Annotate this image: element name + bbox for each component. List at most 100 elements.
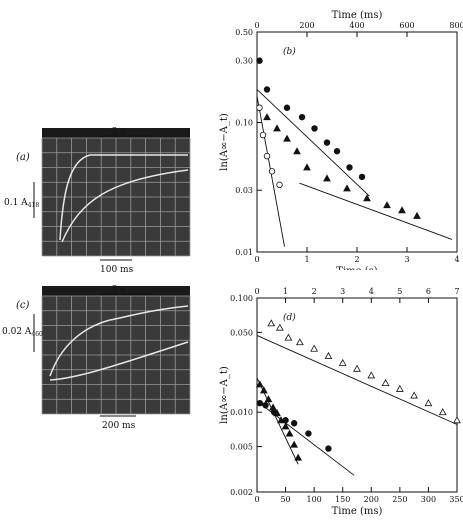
chart-b-xlabel-bottom: Time (s) (336, 266, 377, 270)
chart-b-point-filled-triangle (303, 163, 311, 171)
chart-d-point-open-triangle (438, 408, 447, 416)
chart-b-xtick-bottom-label: 1 (304, 255, 309, 264)
chart-d-point-filled-circle (262, 402, 269, 409)
chart-d-point-filled-circle (270, 408, 278, 416)
chart-d-point-filled-circle (290, 420, 298, 427)
chart-d-ytick-label: 0.002 (230, 488, 253, 497)
chart-d-xtick-bottom-label: 50 (280, 495, 290, 504)
chart-d-xtick-top-label: 2 (312, 287, 317, 296)
chart-d-xtick-bottom-label: 150 (335, 495, 350, 504)
chart-d-ytick-label: 0.010 (230, 408, 253, 417)
chart-d-xtick-top-label: 1 (283, 287, 288, 296)
chart-d-point-open-triangle (324, 352, 333, 360)
chart-b-point-filled-triangle (283, 134, 291, 142)
chart-d-point-open-triangle (367, 371, 376, 379)
chart-b-xtick-bottom-label: 3 (404, 255, 409, 264)
chart-d-point-open-triangle (453, 416, 461, 424)
chart-b-svg: 0.500.300.100.030.010 1 2 3 40 200 400 600 800Ti… (219, 10, 463, 277)
chart-d-xlabel-bottom: Time (ms) (332, 506, 383, 517)
chart-b-ylabel: ln(A∞−A_t) (219, 113, 230, 171)
chart-b-panel-label: (b) (283, 46, 296, 57)
chart-d-point-filled-triangle (259, 386, 268, 394)
chart-b-xtick-top-label: 0 (254, 21, 259, 30)
chart-d-xtick-top-label: 0 (254, 287, 259, 296)
chart-b-ytick-label: 0.03 (235, 186, 253, 195)
chart-d-point-open-triangle (353, 364, 361, 372)
chart-d-point-open-triangle (395, 384, 404, 392)
chart-d-xtick-bottom-label: 0 (254, 495, 259, 504)
chart-b-xtick-top-label: 200 (299, 21, 314, 30)
chart-d-point-open-triangle (267, 319, 276, 327)
photo-c-fast-trace (49, 305, 189, 377)
chart-b-point-filled-circle (323, 139, 331, 146)
chart-d-xtick-bottom-label: 250 (392, 495, 407, 504)
chart-d-point-open-triangle (338, 358, 347, 366)
chart-b: 0.50 0.30 0.10 0.03 0.01 0 1 2 3 4 0 200 400 600 800 Ti… (205, 0, 463, 277)
chart-d-point-open-triangle (295, 338, 304, 346)
chart-b-point-filled-circle (333, 148, 341, 155)
chart-b-ytick-label: 0.50 (235, 28, 253, 37)
chart-d-xtick-top-label: 4 (369, 287, 374, 296)
chart-b-point-open-circle (256, 104, 263, 111)
chart-b-point-filled-triangle (413, 211, 421, 219)
chart-d-point-filled-circle (282, 417, 289, 424)
chart-d-panel-label: (d) (283, 312, 296, 323)
oscilloscope-photo-a: (a) 2 s 0.1 A418 100 ms (0, 100, 200, 300)
chart-d-xtick-bottom-label: 100 (307, 495, 322, 504)
chart-b-point-filled-circle (263, 86, 271, 93)
chart-d-point-open-triangle (381, 379, 390, 386)
photo-c-tag: (c) (16, 300, 30, 311)
chart-d-xtick-top-label: 5 (397, 287, 402, 296)
chart-d-point-filled-circle (256, 399, 264, 407)
photo-c-amp-label: 0.02 A460 (2, 327, 43, 338)
chart-b-xlabel-top: Time (ms) (332, 10, 383, 21)
chart-b-xtick-top-label: 800 (449, 21, 463, 30)
chart-d-xtick-top-label: 7 (454, 287, 459, 296)
chart-b-point-filled-circle (283, 104, 291, 111)
photo-a-bottom-scale: 100 ms (100, 265, 134, 275)
chart-d-point-filled-triangle (264, 395, 273, 403)
chart-d-ytick-label: 0.005 (230, 443, 253, 452)
chart-b-point-open-circle (276, 181, 283, 189)
photo-c-bottom-scale: 200 ms (102, 421, 136, 431)
chart-b-point-filled-circle (298, 113, 306, 121)
chart-d-point-open-triangle (424, 399, 433, 407)
photo-a-tag: (a) (16, 152, 30, 163)
chart-b-ytick-label: 0.10 (235, 119, 253, 128)
photo-a-screen-top-band (42, 128, 190, 138)
photo-c-svg: (c) 2 s 0.02 A460 200 ms (2, 285, 191, 431)
photo-a-top-scale: 2 s (112, 127, 126, 137)
chart-d-ytick-label: 0.050 (230, 328, 253, 337)
chart-b-fit-line (256, 89, 370, 197)
chart-b-point-open-circle (259, 131, 267, 139)
chart-d-ytick-label: 0.100 (230, 294, 253, 303)
chart-d-xtick-top-label: 3 (340, 287, 345, 296)
chart-b-xtick-bottom-label: 0 (254, 255, 259, 264)
chart-d-xtick-bottom-label: 300 (421, 495, 436, 504)
chart-d-point-filled-triangle (285, 429, 294, 437)
chart-b-point-open-circle (263, 152, 271, 160)
chart-b-xtick-bottom-label: 4 (454, 255, 459, 264)
chart-b-point-filled-triangle (343, 184, 351, 192)
chart-d-point-filled-triangle (290, 440, 299, 448)
oscilloscope-photo-c: (c) 2 s 0.02 A460 200 ms (0, 278, 200, 438)
chart-d-xtick-bottom-label: 350 (449, 495, 463, 504)
chart-d-point-filled-triangle (255, 380, 264, 388)
chart-b-point-open-circle (268, 168, 276, 175)
chart-d-point-filled-triangle (294, 453, 303, 461)
chart-d-xtick-top-label: 6 (426, 287, 431, 296)
chart-b-fit-line (299, 182, 453, 240)
chart-d-point-open-triangle (275, 323, 284, 331)
photo-c-slow-trace (49, 341, 189, 381)
chart-d-xtick-bottom-label: 200 (364, 495, 379, 504)
chart-b-point-filled-triangle (263, 113, 271, 121)
chart-b-point-filled-triangle (323, 174, 331, 182)
chart-b-point-filled-triangle (293, 147, 301, 155)
chart-d-ylabel: ln(A∞−A_t) (219, 366, 230, 424)
chart-d-point-filled-circle (305, 430, 312, 437)
chart-d-point-open-triangle (284, 333, 293, 341)
chart-b-plot-frame (256, 31, 458, 253)
photo-c-top-scale: 2 s (112, 285, 126, 295)
chart-b-ytick-label: 0.30 (235, 57, 253, 66)
chart-b-point-filled-circle (311, 125, 318, 132)
